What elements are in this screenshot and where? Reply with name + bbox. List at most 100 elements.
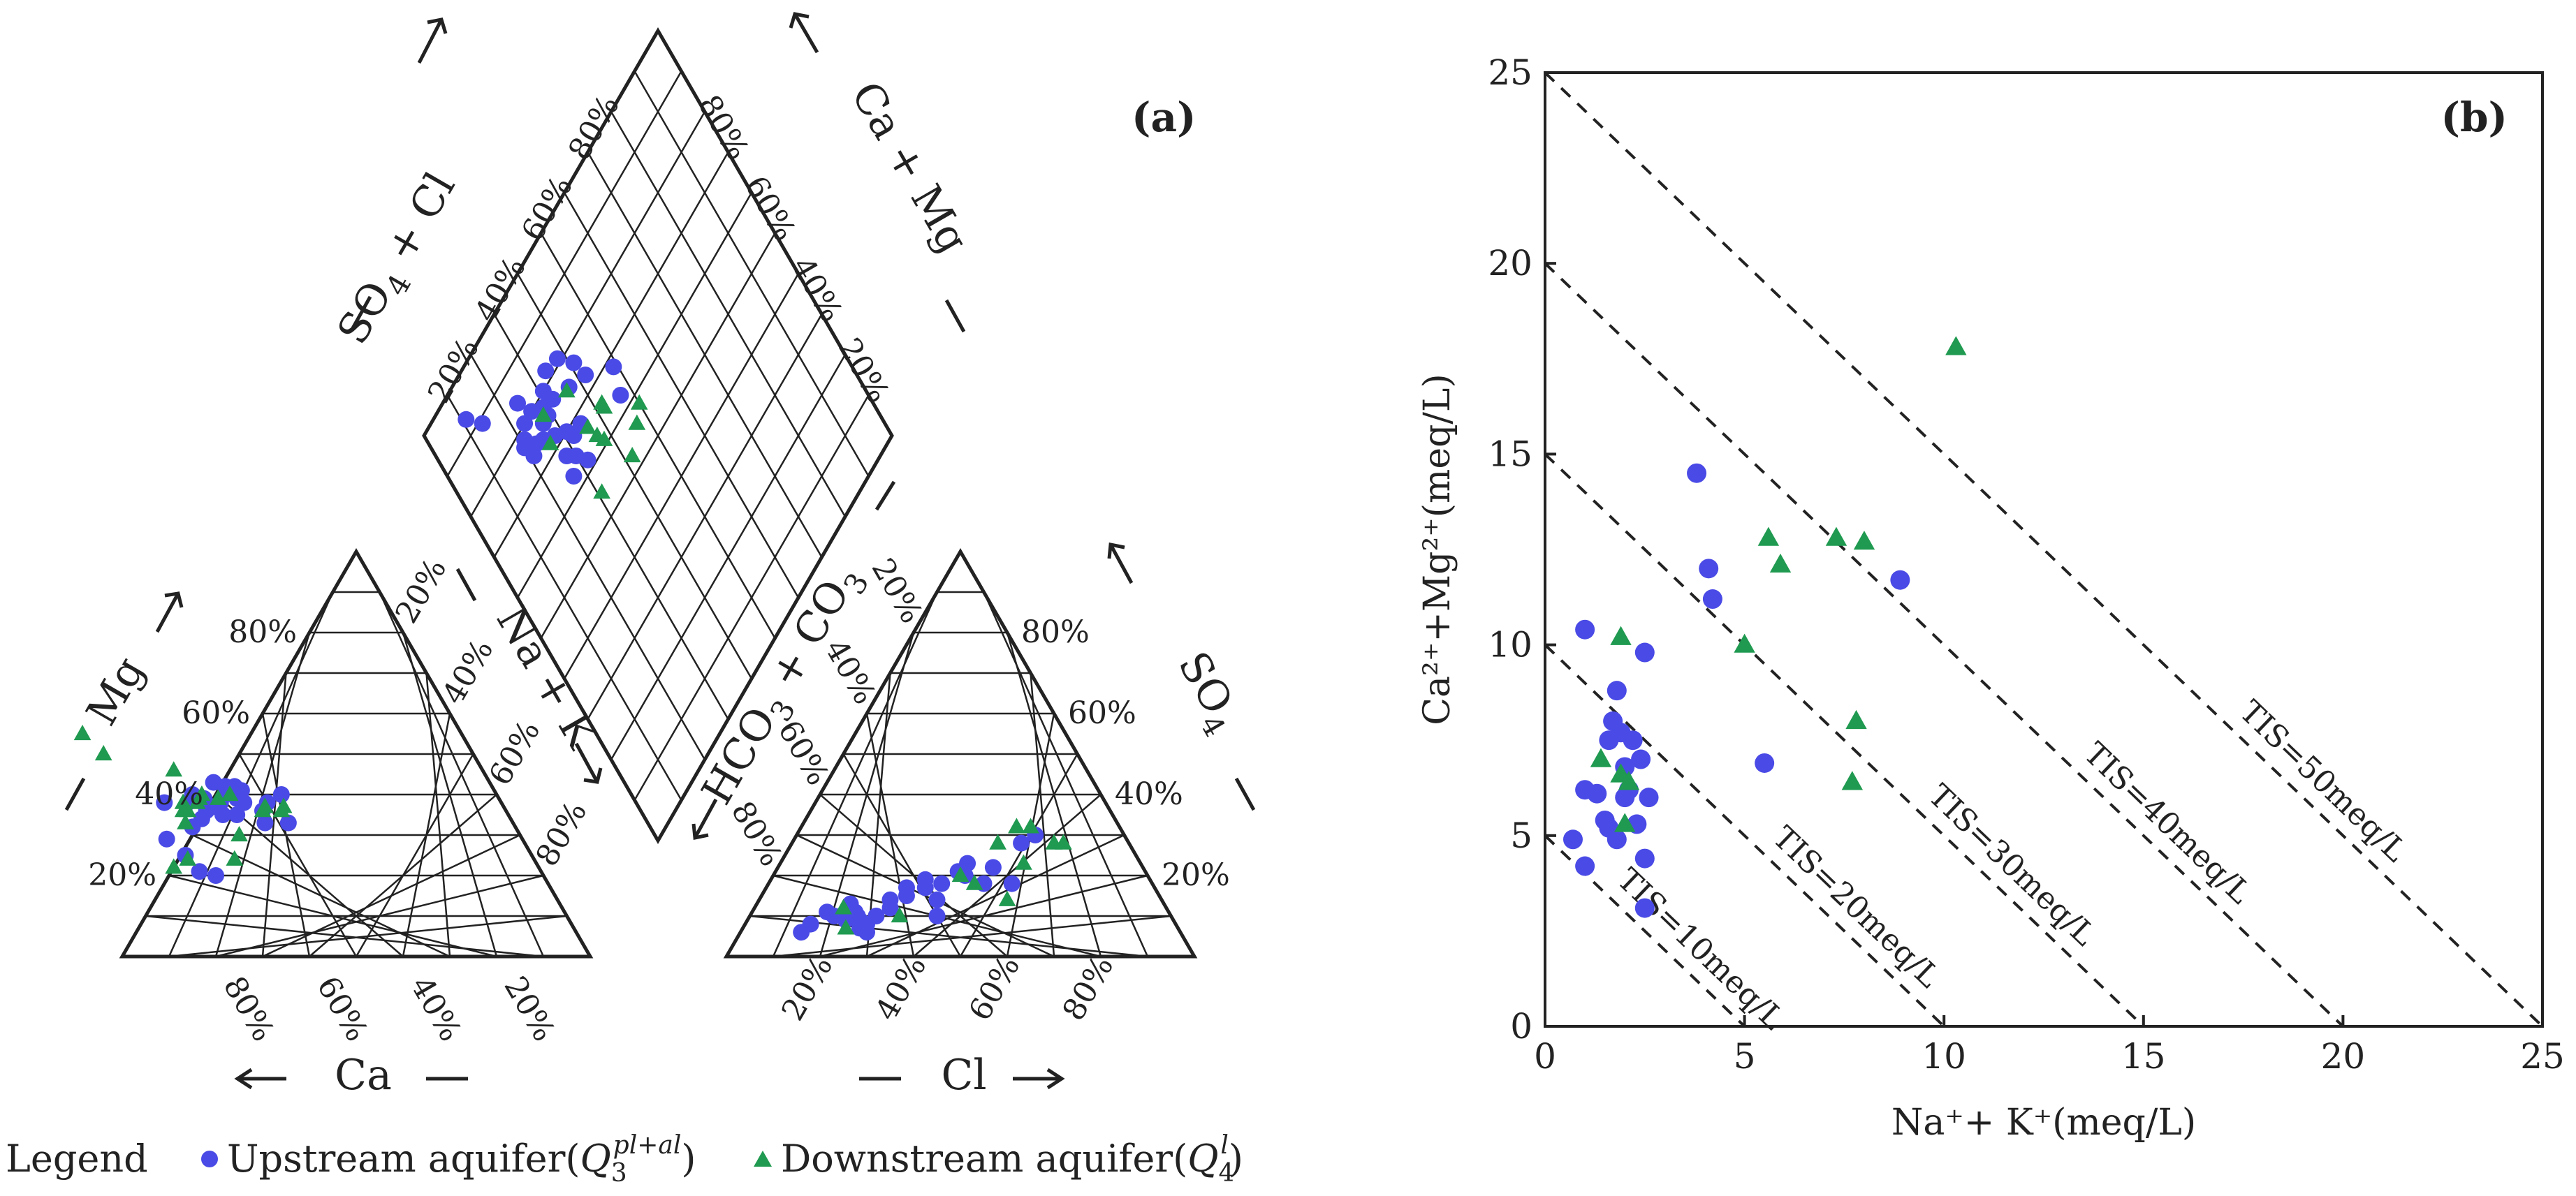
- grid-line: [610, 111, 847, 517]
- tick-label-hco3: 20%: [865, 552, 930, 629]
- panel-b: TIS=10meq/LTIS=20meq/LTIS=30meq/LTIS=40m…: [1417, 52, 2565, 1144]
- anion-downstream-point: [998, 890, 1016, 906]
- diamond-downstream-point: [541, 434, 559, 450]
- upstream-point: [1607, 681, 1627, 701]
- downstream-point: [1769, 553, 1792, 573]
- cation-downstream-point: [188, 793, 206, 809]
- tis-line: [1544, 452, 2145, 1028]
- panel-b-label: (b): [2441, 94, 2508, 141]
- tis-line: [1544, 262, 2344, 1028]
- diamond-downstream-point: [588, 427, 606, 443]
- diamond-upstream-point: [567, 448, 585, 464]
- dash-nak: [455, 568, 477, 602]
- upstream-point: [1563, 829, 1583, 850]
- tis-label: TIS=20meq/L: [1766, 820, 1947, 995]
- cation-downstream-point: [177, 813, 194, 829]
- diamond-upstream-point: [565, 468, 583, 485]
- tick-label-camg: 40%: [784, 251, 849, 328]
- tick-label-ca: 60%: [309, 970, 374, 1047]
- anion-downstream-point: [1022, 818, 1039, 834]
- dash-so4cl: [351, 295, 372, 330]
- x-tick-label: 20: [2321, 1036, 2366, 1077]
- diamond-downstream-point: [628, 414, 646, 430]
- x-tick-label: 5: [1734, 1036, 1756, 1077]
- diamond-upstream-point: [537, 362, 555, 380]
- upstream-point: [1699, 559, 1719, 579]
- anion-downstream-point: [1015, 854, 1032, 870]
- anion-upstream-point: [898, 887, 915, 904]
- upstream-point: [1575, 619, 1595, 640]
- cation-downstream-point: [165, 858, 183, 874]
- axis-title-so4-cl: SO4 + Cl: [328, 164, 471, 356]
- grid-line: [191, 834, 451, 958]
- tick-label-ca: 40%: [403, 970, 468, 1047]
- diamond-upstream-point: [565, 427, 583, 444]
- upstream-point: [1631, 749, 1651, 769]
- cation-upstream-point: [158, 830, 175, 848]
- plot-frame: [1544, 71, 2544, 1028]
- axis-title-ca: Ca: [335, 1051, 392, 1100]
- grid-line: [145, 915, 544, 958]
- diamond-upstream-point: [525, 448, 543, 464]
- tick-label-so4: 80%: [1021, 614, 1090, 650]
- arrow-so4cl-icon: [417, 17, 448, 64]
- grid-line: [819, 794, 1008, 957]
- diamond-upstream-point: [509, 394, 526, 412]
- upstream-point: [1702, 589, 1722, 610]
- y-tick-label: 20: [1488, 243, 1532, 283]
- diamond-downstream-point: [593, 394, 610, 410]
- diamond-outline: [422, 27, 894, 844]
- cation-upstream-point: [205, 774, 222, 791]
- legend-upstream-label: Upstream aquifer(Q3pl+al): [227, 1131, 696, 1188]
- arrow-mg-icon: [155, 591, 184, 633]
- anion-downstream-point: [989, 834, 1007, 850]
- anion-upstream-point: [916, 879, 934, 896]
- cation-upstream-point: [272, 786, 290, 803]
- tick-label-mg: 80%: [228, 614, 297, 650]
- x-tick-label: 10: [1922, 1036, 1966, 1077]
- axis-arrows: [64, 12, 1256, 1090]
- piper-points: [73, 350, 1072, 941]
- tick-label-camg: 20%: [831, 332, 896, 409]
- x-axis-label: Na⁺+ K⁺(meq/L): [1891, 1102, 2196, 1144]
- downstream-point: [1757, 526, 1780, 546]
- diamond-downstream-point: [579, 418, 597, 434]
- downstream-point: [1825, 526, 1847, 546]
- diamond-upstream-point: [577, 367, 594, 383]
- y-tick-label: 10: [1488, 625, 1532, 665]
- tick-label-ca: 80%: [216, 970, 281, 1047]
- grid-line: [563, 192, 800, 598]
- upstream-point: [1634, 848, 1655, 869]
- diamond-upstream-point: [458, 411, 475, 428]
- downstream-point: [1734, 633, 1755, 653]
- grid-line: [238, 753, 358, 957]
- grid-line: [402, 632, 498, 957]
- cation-downstream-point: [94, 745, 112, 761]
- diamond-upstream-point: [516, 415, 534, 432]
- diamond-downstream-point: [630, 394, 648, 410]
- axis-ticks: 0 5 10 15 20 25 0 5 10 15 20 25: [1488, 52, 2564, 1077]
- cation-upstream-point: [256, 814, 274, 832]
- arrow-nak-icon: [574, 742, 603, 784]
- arrow-cl-icon: [1013, 1068, 1065, 1090]
- grid-line: [469, 111, 706, 517]
- x-tick-label: 25: [2520, 1036, 2565, 1077]
- legend-downstream-marker: [754, 1151, 772, 1167]
- grid-line: [446, 71, 682, 477]
- cation-downstream-point: [254, 802, 272, 818]
- upstream-point: [1687, 463, 1707, 483]
- dash-camg: [944, 299, 966, 333]
- upstream-point: [1615, 788, 1635, 808]
- cation-upstream-point: [228, 806, 246, 823]
- piper-grid: [119, 27, 1198, 959]
- anion-upstream-point: [868, 908, 885, 924]
- grid-line: [215, 794, 404, 957]
- cation-upstream-point: [214, 806, 232, 823]
- diamond-upstream-point: [474, 415, 491, 432]
- grid-line: [634, 71, 870, 477]
- dash-mg: [64, 777, 86, 811]
- grid-line: [379, 591, 545, 957]
- x-tick-label: 0: [1534, 1036, 1556, 1077]
- upstream-point: [1755, 753, 1775, 773]
- anion-downstream-point: [965, 874, 983, 890]
